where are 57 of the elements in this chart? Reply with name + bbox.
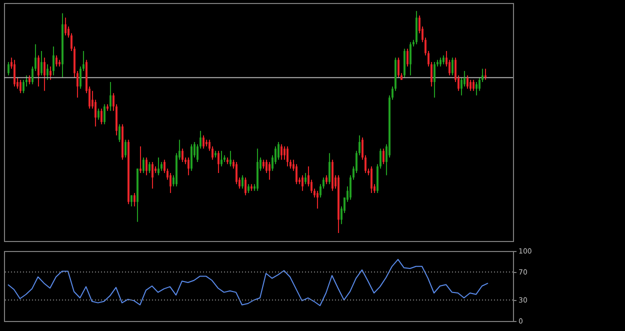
candlestick xyxy=(145,157,148,176)
candlestick xyxy=(118,124,121,142)
candlestick xyxy=(316,190,319,210)
candlestick xyxy=(187,157,190,176)
candlestick xyxy=(97,108,100,120)
candlestick xyxy=(181,148,184,162)
candlestick xyxy=(55,54,58,67)
candlestick xyxy=(157,157,160,176)
candlestick xyxy=(22,79,25,94)
candlestick xyxy=(328,152,331,185)
candlestick xyxy=(52,46,55,76)
candlestick xyxy=(409,42,412,76)
candlestick xyxy=(433,62,436,98)
candlestick xyxy=(133,192,136,207)
candlestick xyxy=(277,141,280,160)
candlestick xyxy=(7,62,10,76)
candlestick xyxy=(109,82,112,112)
candlestick xyxy=(229,150,232,167)
candlestick xyxy=(19,79,22,94)
candlestick xyxy=(37,54,40,87)
candlestick xyxy=(301,174,304,192)
candlestick xyxy=(43,57,46,92)
candlestick xyxy=(64,17,67,36)
candlestick xyxy=(100,108,103,125)
candlestick xyxy=(139,146,142,174)
candlestick xyxy=(142,157,145,174)
candlestick xyxy=(370,166,373,194)
candlestick xyxy=(151,161,154,190)
candlestick xyxy=(466,74,469,90)
candlestick xyxy=(304,172,307,185)
candlestick xyxy=(280,144,283,160)
candlestick xyxy=(295,164,298,185)
candlestick xyxy=(283,146,286,160)
candlestick xyxy=(472,79,475,92)
candlestick xyxy=(235,161,238,185)
candlestick xyxy=(40,50,43,76)
candlestick xyxy=(451,57,454,76)
candlestick xyxy=(148,161,151,174)
candlestick xyxy=(13,59,16,87)
candlestick xyxy=(244,177,247,196)
candlestick xyxy=(169,172,172,194)
candlestick xyxy=(286,146,289,167)
line-series xyxy=(8,258,488,306)
candlestick xyxy=(190,144,193,172)
candlestick xyxy=(202,134,205,150)
candlestick xyxy=(220,150,223,167)
candlestick xyxy=(382,148,385,165)
candlestick xyxy=(469,79,472,92)
candlestick xyxy=(397,57,400,78)
candlestick xyxy=(49,66,52,80)
candlestick xyxy=(103,104,106,125)
candlestick xyxy=(124,139,127,158)
candlestick xyxy=(406,48,409,67)
candlestick xyxy=(217,150,220,174)
candlestick xyxy=(46,64,49,80)
candlestick xyxy=(268,161,271,180)
candlestick xyxy=(241,174,244,190)
